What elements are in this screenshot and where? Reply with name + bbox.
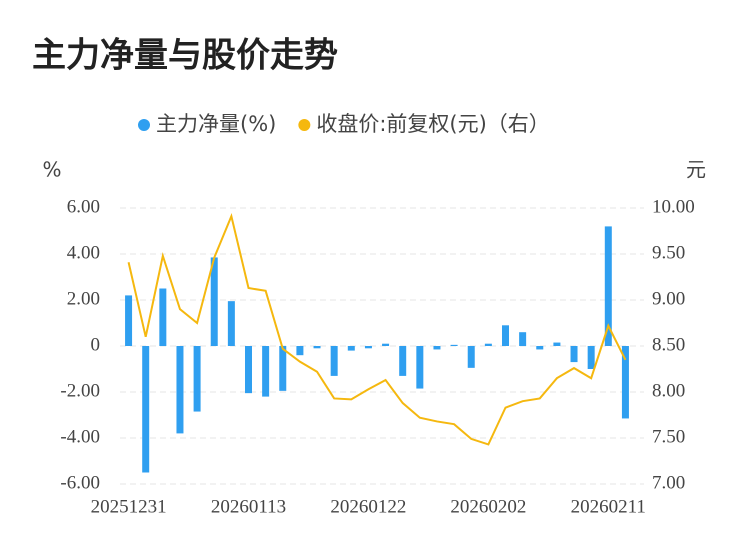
bar bbox=[450, 344, 458, 346]
bar bbox=[210, 257, 218, 346]
bar bbox=[330, 346, 338, 376]
y-tick-label: 4.00 bbox=[67, 242, 100, 263]
x-tick-label: 20260211 bbox=[571, 496, 646, 517]
bar bbox=[536, 346, 544, 350]
y-tick-label: 2.00 bbox=[67, 288, 100, 309]
y2-tick-label: 7.50 bbox=[652, 426, 685, 447]
x-tick-label: 20260122 bbox=[330, 496, 406, 517]
bar bbox=[227, 301, 235, 346]
bar bbox=[142, 346, 150, 473]
y-tick-label: -6.00 bbox=[60, 472, 100, 493]
bar bbox=[433, 346, 441, 350]
bar bbox=[604, 226, 612, 346]
bar bbox=[382, 343, 390, 346]
y2-tick-label: 9.00 bbox=[652, 288, 685, 309]
x-tick-label: 20251231 bbox=[91, 496, 167, 517]
y2-tick-label: 9.50 bbox=[652, 242, 685, 263]
bar bbox=[347, 346, 355, 351]
bar bbox=[245, 346, 252, 394]
y2-tick-label: 8.50 bbox=[652, 334, 685, 355]
bar bbox=[262, 346, 270, 397]
legend-marker bbox=[298, 119, 311, 131]
bar bbox=[399, 346, 407, 376]
y-tick-label: -4.00 bbox=[60, 426, 100, 447]
bar bbox=[364, 346, 372, 349]
legend-label: 收盘价:前复权(元)（右） bbox=[316, 112, 549, 136]
bar bbox=[193, 346, 201, 412]
y2-axis-label: 元 bbox=[686, 158, 706, 182]
bar bbox=[159, 288, 167, 346]
bar bbox=[279, 346, 287, 391]
bar bbox=[296, 346, 304, 356]
bar bbox=[587, 346, 595, 369]
price-line bbox=[127, 213, 627, 446]
bar bbox=[553, 342, 561, 346]
bar bbox=[570, 346, 578, 363]
bar bbox=[125, 295, 133, 346]
bar bbox=[416, 346, 424, 389]
bar bbox=[621, 346, 629, 419]
chart-title: 主力净量与股价走势 bbox=[32, 36, 338, 76]
y2-tick-label: 7.00 bbox=[652, 472, 685, 493]
y-tick-label: 0 bbox=[91, 334, 101, 355]
x-tick-label: 20260202 bbox=[450, 496, 526, 517]
y2-tick-label: 8.00 bbox=[652, 380, 685, 401]
legend-label: 主力净量(%) bbox=[156, 112, 276, 136]
bar bbox=[519, 332, 527, 346]
legend-marker bbox=[138, 119, 150, 131]
y-tick-label: 6.00 bbox=[67, 196, 100, 217]
bar bbox=[484, 343, 492, 346]
bar bbox=[502, 325, 509, 346]
y-axis-label: % bbox=[42, 158, 61, 182]
bar bbox=[313, 346, 321, 349]
y2-tick-label: 10.00 bbox=[652, 196, 695, 217]
y-tick-label: -2.00 bbox=[60, 380, 100, 401]
bar bbox=[467, 346, 475, 368]
x-tick-label: 20260113 bbox=[211, 496, 286, 517]
bar bbox=[176, 346, 184, 434]
